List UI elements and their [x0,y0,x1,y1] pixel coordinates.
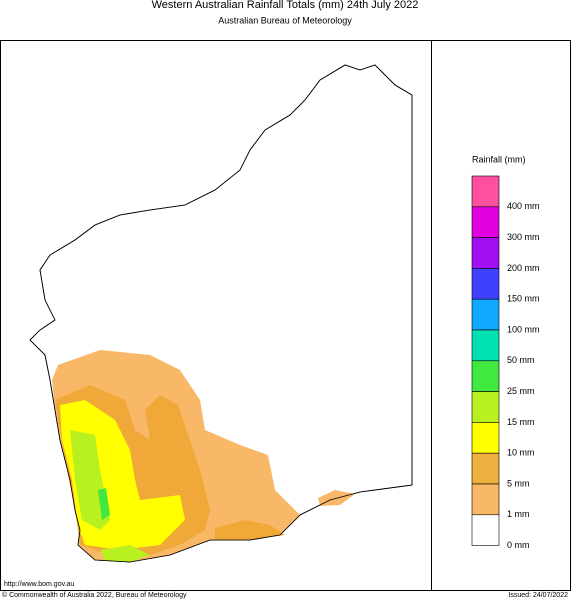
map-subtitle: Australian Bureau of Meteorology [218,15,352,25]
legend-title: Rainfall (mm) [472,154,526,164]
map [29,64,413,563]
legend-swatch [471,329,500,362]
legend-label: 0 mm [507,540,530,550]
legend-swatch [471,237,500,269]
legend-label: 300 mm [507,232,540,242]
rain-25mm [98,488,110,520]
state-coast [29,64,413,563]
map-title: Western Australian Rainfall Totals (mm) … [152,0,419,11]
legend-label: 15 mm [507,417,535,427]
legend-label: 400 mm [507,201,540,211]
legend-swatch [471,268,500,300]
rain-5mm [215,520,285,540]
legend-frame [431,40,571,591]
copyright: © Commonwealth of Australia 2022, Bureau… [2,591,187,599]
legend-label: 50 mm [507,355,535,365]
legend-swatch [471,483,500,516]
legend-label: 1 mm [507,509,530,519]
legend-swatch [471,360,500,392]
legend-label: 200 mm [507,263,540,273]
rain-15mm [100,545,150,562]
legend-swatch [471,298,500,331]
legend-swatch [471,514,500,546]
legend-swatch [471,206,500,238]
legend-label: 5 mm [507,478,530,488]
issued-date: Issued: 24/07/2022 [508,592,568,599]
legend-label: 100 mm [507,324,540,334]
legend-swatch [471,452,500,485]
legend-swatch [471,175,500,208]
source-url: http://www.bom.gov.au [4,581,74,588]
legend: 400 mm 300 mm 200 mm 150 mm 100 mm 50 mm 25 mm… [471,175,540,550]
legend-swatch [471,422,500,454]
legend-label: 10 mm [507,448,535,458]
legend-label: 25 mm [507,386,535,396]
legend-swatch [471,391,500,423]
legend-label: 150 mm [507,294,540,304]
